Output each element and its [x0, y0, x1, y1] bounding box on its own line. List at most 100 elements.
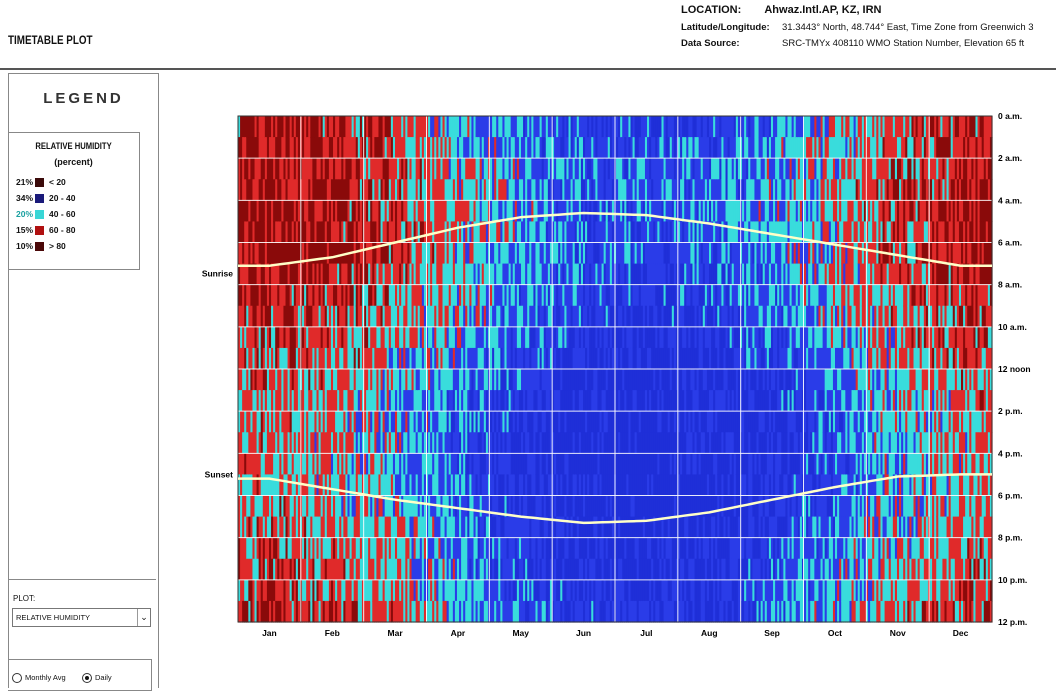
heatmap-cell	[634, 432, 638, 454]
heatmap-cell	[333, 242, 336, 265]
heatmap-cell	[481, 516, 485, 539]
heatmap-cell	[459, 411, 462, 433]
heatmap-cell	[624, 579, 627, 602]
heatmap-cell	[607, 158, 611, 180]
heatmap-cell	[568, 305, 572, 328]
heatmap-cell	[498, 305, 501, 328]
heatmap-cell	[459, 158, 462, 180]
heatmap-cell	[649, 390, 652, 412]
heatmap-cell	[593, 116, 596, 138]
heatmap-cell	[252, 474, 256, 497]
heatmap-cell	[527, 537, 530, 560]
heatmap-cell	[285, 516, 289, 539]
heatmap-cell	[432, 537, 435, 560]
chevron-down-icon[interactable]: ⌄	[137, 609, 150, 626]
heatmap-cell	[297, 390, 301, 412]
heatmap-cell	[463, 369, 466, 391]
heatmap-cell	[661, 453, 665, 476]
heatmap-cell	[562, 537, 565, 560]
heatmap-cell	[450, 600, 454, 623]
heatmap-cell	[446, 347, 450, 370]
heatmap-cell	[549, 137, 553, 159]
heatmap-cell	[655, 474, 658, 497]
heatmap-cell	[514, 263, 518, 286]
heatmap-cell	[368, 432, 371, 454]
heatmap-cell	[626, 558, 630, 581]
heatmap-cell	[304, 221, 307, 244]
heatmap-cell	[337, 221, 340, 244]
heatmap-cell	[471, 179, 475, 201]
heatmap-cell	[399, 474, 402, 497]
heatmap-cell	[616, 284, 619, 307]
plot-select[interactable]: RELATIVE HUMIDITY ⌄	[12, 608, 151, 627]
heatmap-cell	[525, 600, 528, 623]
heatmap-cell	[566, 411, 570, 433]
heatmap-cell	[244, 600, 247, 623]
heatmap-cell	[618, 558, 621, 581]
heatmap-cell	[335, 200, 338, 223]
heatmap-cell	[545, 263, 549, 286]
heatmap-cell	[469, 474, 473, 497]
heatmap-cell	[595, 495, 599, 518]
heatmap-cell	[295, 432, 299, 454]
heatmap-cell	[570, 516, 574, 539]
heatmap-cell	[459, 432, 462, 454]
heatmap-cell	[450, 495, 454, 518]
heatmap-cell	[370, 453, 373, 476]
heatmap-cell	[326, 411, 330, 433]
heatmap-cell	[504, 390, 508, 412]
heatmap-cell	[593, 347, 596, 370]
heatmap-cell	[541, 221, 545, 244]
heatmap-cell	[425, 474, 429, 497]
heatmap-cell	[659, 158, 663, 180]
heatmap-cell	[483, 284, 487, 307]
heatmap-cell	[368, 411, 371, 433]
heatmap-cell	[452, 305, 456, 328]
heatmap-cell	[246, 137, 249, 159]
heatmap-cell	[506, 179, 510, 201]
heatmap-cell	[374, 116, 378, 138]
heatmap-cell	[607, 179, 611, 201]
heatmap-cell	[525, 558, 528, 581]
heatmap-cell	[644, 369, 648, 391]
radio-daily-icon[interactable]	[82, 673, 92, 684]
radio-monthly-avg[interactable]: Monthly Avg	[12, 673, 66, 684]
heatmap-cell	[349, 179, 353, 201]
heatmap-cell	[345, 179, 349, 201]
heatmap-cell	[364, 221, 367, 244]
heatmap-cell	[576, 516, 580, 539]
heatmap-cell	[287, 537, 291, 560]
heatmap-cell	[256, 474, 260, 497]
heatmap-cell	[516, 558, 520, 581]
heatmap-cell	[271, 516, 274, 539]
heatmap-cell	[246, 369, 249, 391]
heatmap-cell	[382, 516, 386, 539]
heatmap-cell	[630, 158, 634, 180]
heatmap-cell	[316, 495, 320, 518]
heatmap-cell	[425, 495, 429, 518]
heatmap-cell	[541, 558, 545, 581]
heatmap-cell	[595, 284, 599, 307]
radio-monthly-icon[interactable]	[12, 673, 22, 684]
heatmap-cell	[440, 432, 444, 454]
heatmap-cell	[632, 221, 636, 244]
radio-daily[interactable]: Daily	[82, 673, 112, 684]
heatmap-cell	[277, 411, 280, 433]
heatmap-cell	[585, 537, 588, 560]
heatmap-cell	[355, 390, 359, 412]
heatmap-cell	[266, 242, 270, 265]
heatmap-cell	[262, 137, 266, 159]
heatmap-cell	[361, 390, 365, 412]
heatmap-cell	[525, 116, 528, 138]
heatmap-cell	[531, 158, 535, 180]
heatmap-cell	[258, 116, 262, 138]
heatmap-cell	[620, 179, 623, 201]
heatmap-cell	[330, 411, 334, 433]
heatmap-cell	[568, 600, 572, 623]
heatmap-cell	[372, 137, 375, 159]
heatmap-cell	[293, 137, 297, 159]
heatmap-cell	[649, 495, 652, 518]
heatmap-cell	[324, 137, 328, 159]
heatmap-cell	[428, 221, 431, 244]
heatmap-cell	[347, 179, 351, 201]
